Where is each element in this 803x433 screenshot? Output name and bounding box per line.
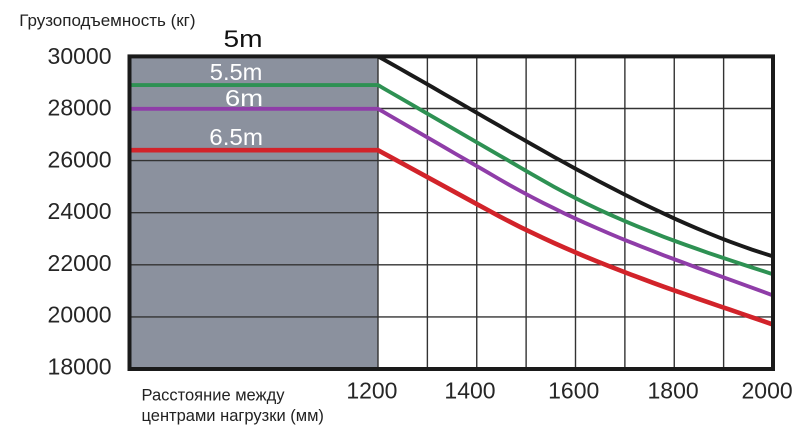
svg-text:Грузоподъемность (кг): Грузоподъемность (кг): [19, 11, 195, 30]
svg-text:18000: 18000: [48, 353, 112, 379]
svg-text:26000: 26000: [48, 146, 112, 172]
svg-text:1400: 1400: [444, 378, 495, 404]
svg-text:1800: 1800: [648, 378, 699, 404]
svg-text:центрами нагрузки (мм): центрами нагрузки (мм): [142, 407, 324, 425]
svg-text:1200: 1200: [346, 378, 397, 404]
svg-text:6.5m: 6.5m: [209, 125, 263, 150]
svg-text:24000: 24000: [48, 198, 112, 224]
svg-text:6m: 6m: [225, 86, 263, 111]
svg-text:28000: 28000: [48, 95, 112, 121]
svg-text:30000: 30000: [48, 43, 112, 69]
svg-text:5m: 5m: [223, 25, 262, 53]
svg-text:Расстояние между: Расстояние между: [142, 387, 286, 405]
svg-text:22000: 22000: [48, 250, 112, 276]
svg-text:5.5m: 5.5m: [210, 59, 263, 85]
svg-text:20000: 20000: [48, 302, 112, 328]
svg-text:1600: 1600: [548, 378, 599, 404]
svg-text:2000: 2000: [742, 378, 793, 404]
